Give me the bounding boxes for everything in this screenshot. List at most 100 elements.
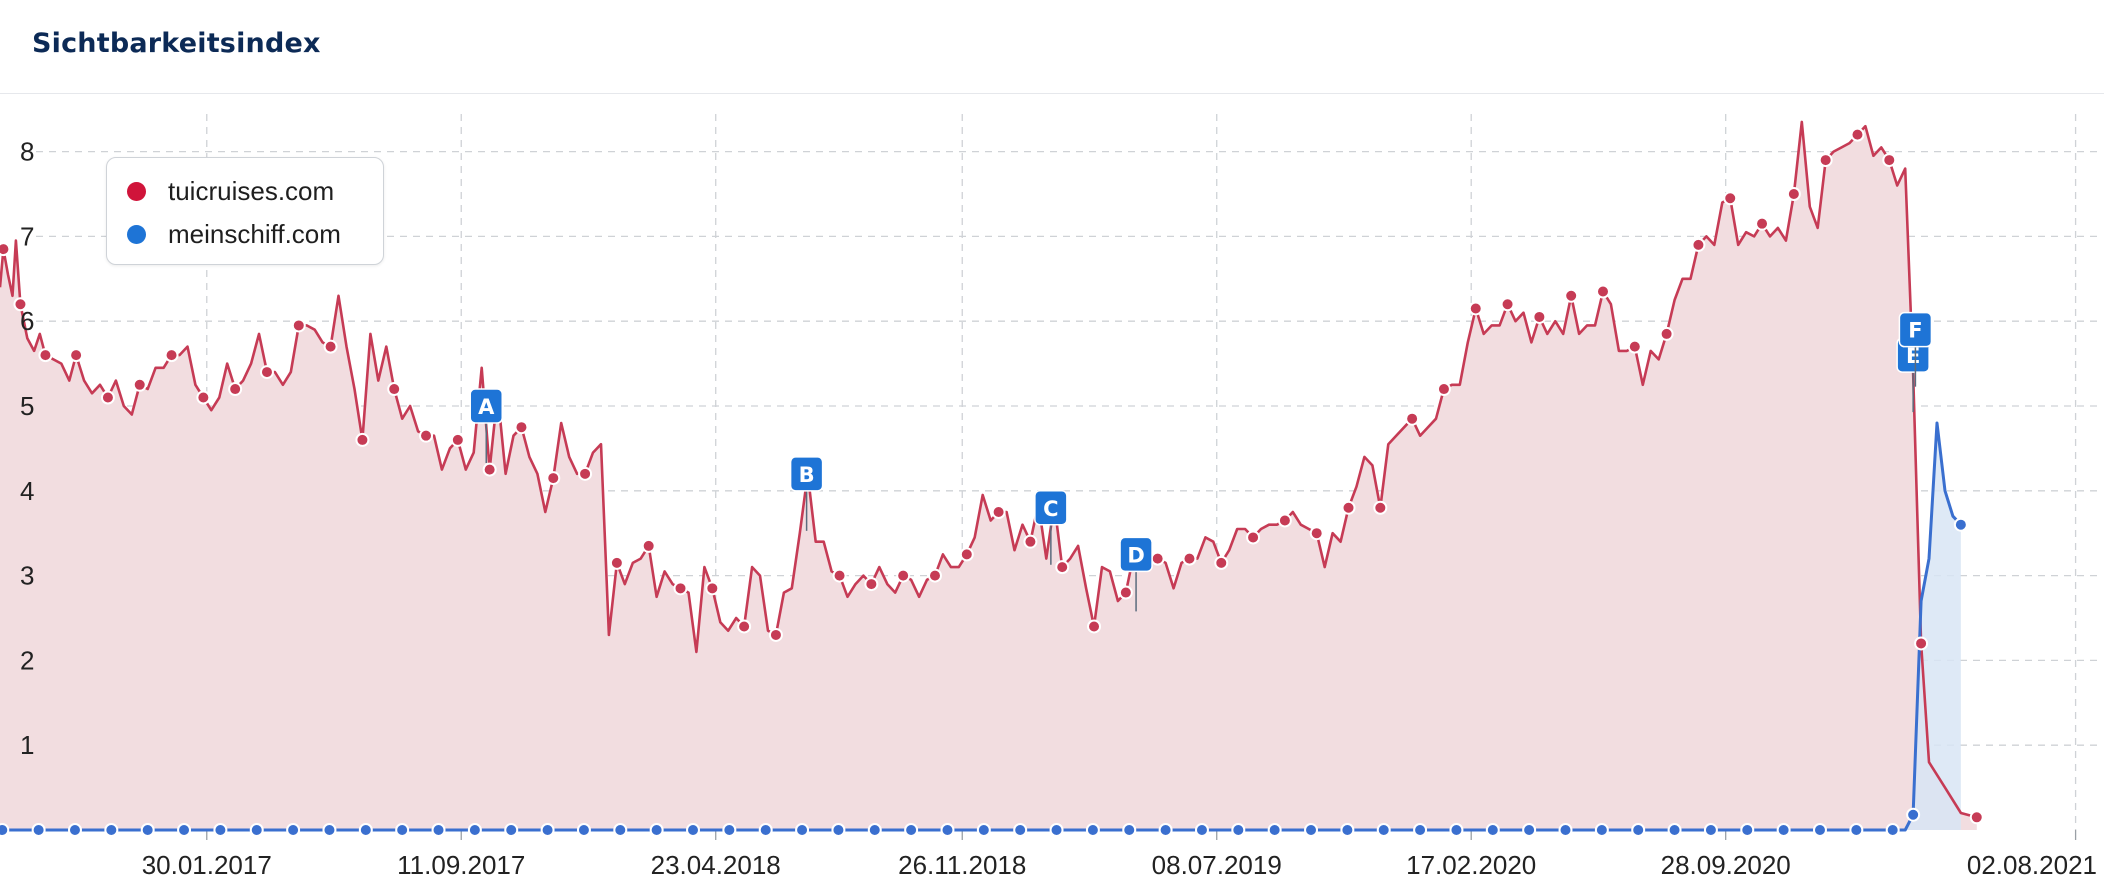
event-flag-d [1119,536,1153,573]
series-marker-meinschiff [576,823,591,837]
series-marker-meinschiff [1485,823,1500,837]
series-marker-tuicruises [1595,284,1610,299]
series-marker-meinschiff [1122,823,1137,837]
series-marker-tuicruises [546,471,561,486]
series-marker-tuicruises [355,432,370,447]
series-marker-tuicruises [132,377,147,392]
x-axis-ticks: 30.01.2017 11.09.2017 23.04.2018 26.11.2018… [142,850,2097,880]
series-marker-meinschiff [140,823,155,837]
series-marker-tuicruises [196,390,211,405]
series-marker-meinschiff [1776,823,1791,837]
series-marker-tuicruises [959,547,974,562]
series-marker-meinschiff [831,823,846,837]
y-tick-label: 8 [20,137,34,167]
series-marker-meinschiff [904,823,919,837]
series-marker-tuicruises [1087,619,1102,634]
series-marker-meinschiff [1413,823,1428,837]
series-marker-meinschiff [249,823,264,837]
series-marker-tuicruises [609,555,624,570]
series-marker-meinschiff [613,823,628,837]
legend-item-meinschiff[interactable]: meinschiff.com [127,216,341,252]
y-tick-label: 7 [20,221,34,251]
series-marker-meinschiff [1085,823,1100,837]
series-marker-tuicruises [514,420,529,435]
event-flag-label: D [1127,543,1144,567]
series-marker-meinschiff [1740,823,1755,837]
series-marker-tuicruises [705,581,720,596]
series-marker-tuicruises [673,581,688,596]
series-marker-meinschiff [940,823,955,837]
series-marker-tuicruises [1755,216,1770,231]
series-marker-tuicruises [1277,513,1292,528]
event-flag-label: C [1043,497,1058,521]
series-marker-meinschiff [1013,823,1028,837]
series-marker-meinschiff [1631,823,1646,837]
series-marker-tuicruises [1373,500,1388,515]
series-marker-meinschiff [1849,823,1864,837]
series-marker-tuicruises [1786,187,1801,201]
series-marker-tuicruises [1214,555,1229,570]
event-flag-b [789,456,824,492]
series-marker-tuicruises [291,318,306,333]
series-marker-tuicruises [1023,534,1038,549]
event-flags: A B C D EF [469,311,1933,612]
series-marker-tuicruises [1405,411,1420,426]
series-marker-tuicruises [896,568,911,583]
y-tick-label: 2 [20,645,34,675]
series-marker-tuicruises [832,568,847,583]
series-marker-tuicruises [1150,551,1165,566]
series-marker-tuicruises [323,339,338,354]
series-marker-tuicruises [1659,326,1674,341]
series-marker-tuicruises [1914,636,1929,651]
series-marker-tuicruises [1564,288,1579,303]
series-marker-meinschiff [867,823,882,837]
series-marker-tuicruises [1341,500,1356,515]
event-flag-label: F [1908,319,1922,343]
series-marker-meinschiff [686,823,701,837]
series-marker-meinschiff [758,823,773,837]
event-flag-label: B [799,463,815,487]
x-tick-label: 11.09.2017 [397,850,525,880]
series-marker-tuicruises [927,568,942,583]
x-tick-label: 23.04.2018 [651,850,781,880]
legend-dot [127,181,146,201]
series-marker-tuicruises [1118,585,1133,600]
legend-label: meinschiff.com [168,218,341,249]
series-marker-tuicruises [259,365,274,380]
legend-label: tuicruises.com [168,175,335,206]
series-marker-meinschiff [1812,823,1827,837]
event-flag-label: E [1906,344,1920,368]
series-marker-tuicruises [100,390,115,405]
series-marker-meinschiff [467,823,482,837]
series-marker-tuicruises [1309,526,1324,541]
series-marker-tuicruises [1182,551,1197,566]
series-line-1 [0,421,1962,832]
y-tick-label: 5 [20,391,34,421]
series-marker-meinschiff [104,823,119,837]
y-tick-label: 3 [20,561,34,591]
series-marker-meinschiff [1049,823,1064,837]
series-marker-tuicruises [69,348,84,363]
series-marker-tuicruises [482,462,497,477]
series-marker-tuicruises [1723,191,1738,206]
chart-legend: tuicruises.com meinschiff.com [106,157,384,265]
series-marker-tuicruises [1246,530,1261,545]
series-marker-meinschiff [177,823,192,837]
series-marker-tuicruises [1468,301,1483,316]
series-marker-meinschiff [1376,823,1391,837]
y-tick-label: 6 [20,306,34,336]
series-marker-tuicruises [1969,810,1984,825]
series-marker-meinschiff [1703,823,1718,837]
series-marker-tuicruises [1436,382,1451,397]
x-tick-label: 26.11.2018 [898,850,1026,880]
y-tick-label: 1 [20,730,34,760]
series-marker-meinschiff [67,823,82,837]
series-marker-meinschiff [1953,517,1968,532]
legend-item-tuicruises[interactable]: tuicruises.com [127,173,334,209]
series-marker-meinschiff [31,823,46,837]
series-marker-tuicruises [991,505,1006,519]
series-marker-meinschiff [0,823,10,837]
x-tick-label: 08.07.2019 [1152,850,1282,880]
series-marker-meinschiff [1667,823,1682,837]
